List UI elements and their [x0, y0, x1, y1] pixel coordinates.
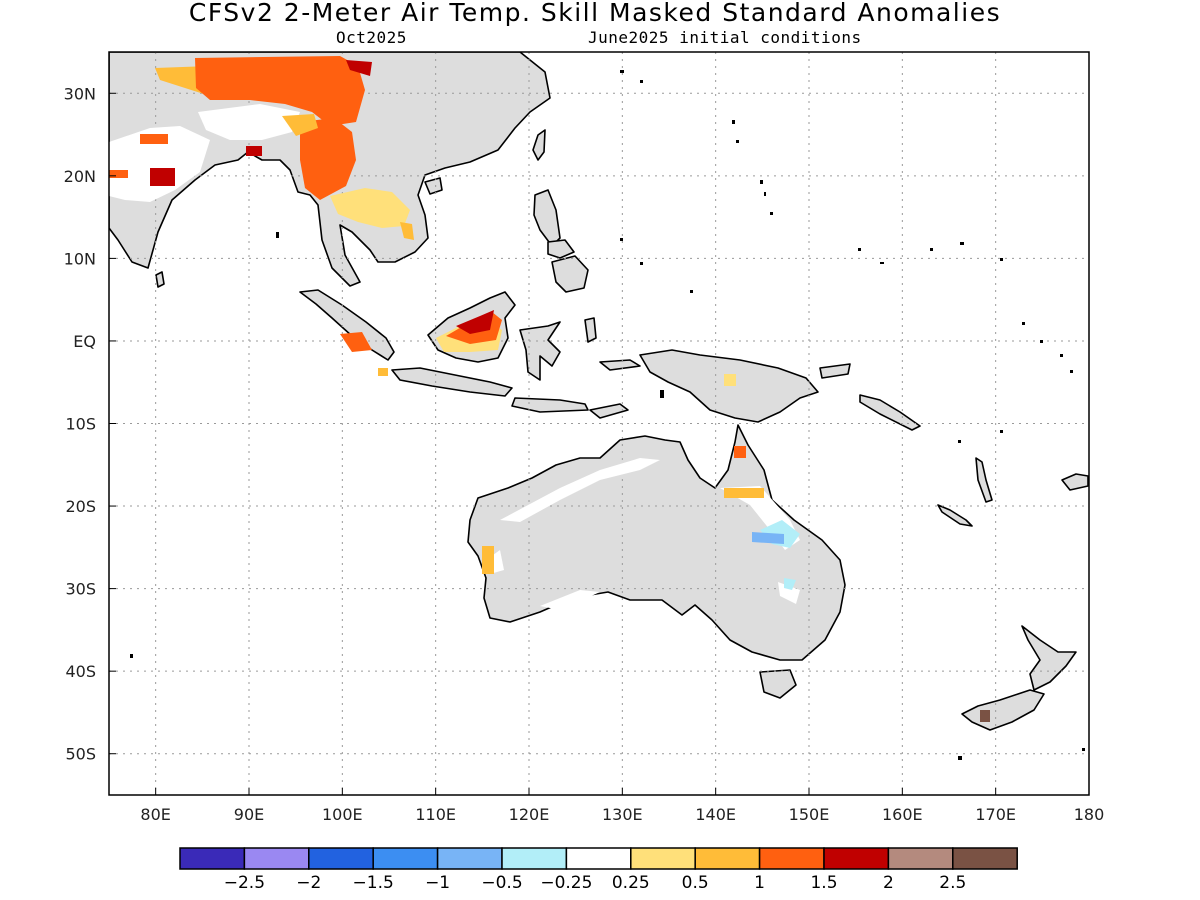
lon-tick-label: 140E: [695, 805, 736, 824]
lon-tick-label: 170E: [975, 805, 1016, 824]
colorbar-swatch: [436, 847, 503, 870]
cool-anomaly-shading: [752, 520, 800, 590]
taiwan: [532, 129, 546, 161]
luzon: [533, 189, 561, 247]
neutral-anomaly-patches: [109, 104, 800, 610]
longitude-axis: 80E 90E 100E 110E 120E 130E 140E 150E 160E 170E 18…: [140, 788, 1104, 824]
colorbar-label: −2: [296, 873, 321, 893]
nz-south-island: [961, 689, 1045, 731]
sri-lanka: [155, 271, 165, 288]
lat-tick-label: 10N: [64, 249, 96, 268]
initial-conditions: June2025 initial conditions: [588, 28, 862, 47]
sumatra: [299, 289, 395, 361]
colorbar-swatch: [823, 847, 890, 870]
lon-tick-label: 100E: [322, 805, 363, 824]
map-area: [109, 52, 1089, 795]
colorbar-label: −1: [425, 873, 450, 893]
colorbar-label: 1.5: [810, 873, 837, 893]
colorbar-swatch: [565, 847, 632, 870]
lesser-sunda: [511, 397, 589, 413]
lon-tick-label: 90E: [234, 805, 264, 824]
colorbar-swatch: [501, 847, 568, 870]
map-title: CFSv2 2-Meter Air Temp. Skill Masked Sta…: [188, 0, 1002, 27]
lon-tick-label: 180: [1074, 805, 1105, 824]
forecast-month: Oct2025: [336, 28, 407, 47]
lon-tick-label: 80E: [140, 805, 170, 824]
colorbar-label: −0.5: [481, 873, 522, 893]
seram: [599, 359, 641, 371]
colorbar-label: 0.25: [612, 873, 650, 893]
timor: [589, 403, 629, 419]
colorbar-swatch: [630, 847, 696, 870]
lat-tick-label: 20N: [64, 167, 96, 186]
fiji: [1061, 473, 1089, 491]
lat-tick-label: 30S: [65, 580, 96, 599]
colorbar-swatch: [372, 847, 439, 870]
lon-tick-label: 150E: [789, 805, 830, 824]
colorbar-label: −0.25: [540, 873, 592, 893]
hainan: [424, 177, 443, 195]
colorbar-label: 2: [883, 873, 894, 893]
vanuatu: [975, 457, 993, 503]
halmahera: [584, 317, 597, 343]
tasmania: [759, 669, 797, 699]
sulawesi: [519, 321, 561, 381]
colorbar-label: 2.5: [939, 873, 966, 893]
lat-tick-label: 20S: [65, 497, 96, 516]
graticule: [109, 52, 1089, 795]
colorbar-label: −2.5: [224, 873, 265, 893]
visayas: [547, 239, 575, 259]
lon-tick-label: 110E: [415, 805, 456, 824]
color-scale-legend: −2.5 −2 −1.5 −1 −0.5 −0.25 0.25 0.5 1 1.5 2 2.5: [179, 847, 1018, 893]
lon-tick-label: 120E: [509, 805, 550, 824]
pacific-islands: [130, 70, 1085, 760]
colorbar-swatch: [887, 847, 954, 870]
colorbar-swatch: [758, 847, 825, 870]
lat-tick-label: 10S: [65, 415, 96, 434]
lat-tick-label: 50S: [65, 745, 96, 764]
java: [391, 367, 513, 397]
lat-tick-label: EQ: [73, 332, 96, 351]
colorbar-swatch: [694, 847, 761, 870]
lat-tick-label: 40S: [65, 662, 96, 681]
warm-anomaly-shading: [109, 56, 990, 722]
colorbar-swatch: [179, 847, 246, 870]
colorbar-swatch: [308, 847, 374, 870]
colorbar-label: −1.5: [353, 873, 394, 893]
solomon-islands: [859, 394, 921, 431]
colorbar-label: 0.5: [682, 873, 709, 893]
latitude-axis: 30N 20N 10N EQ 10S 20S 30S 40S 50S: [64, 84, 116, 764]
lon-tick-label: 130E: [602, 805, 643, 824]
new-britain: [819, 363, 851, 379]
colorbar-swatch: [243, 847, 310, 870]
nz-north-island: [1021, 625, 1077, 691]
new-caledonia: [937, 504, 973, 527]
lon-tick-label: 160E: [882, 805, 923, 824]
colorbar-swatch: [952, 847, 1018, 870]
colorbar-label: 1: [754, 873, 765, 893]
lat-tick-label: 30N: [64, 84, 96, 103]
mindanao: [551, 255, 589, 293]
